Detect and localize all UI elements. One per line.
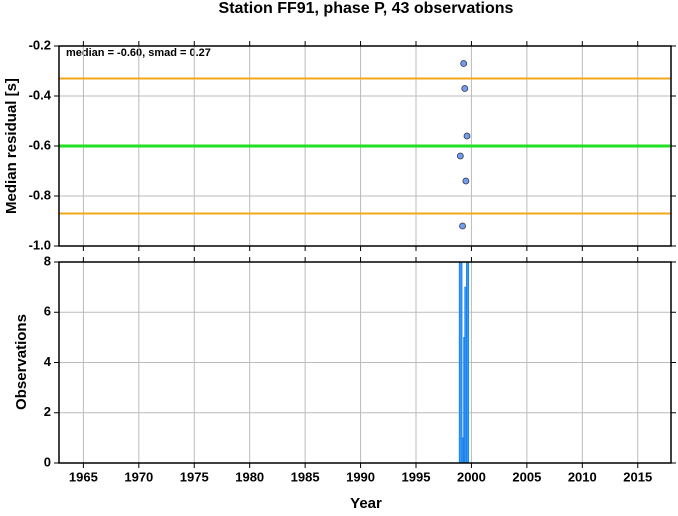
y-tick-label: -0.8 <box>29 187 51 202</box>
y-tick-label: 0 <box>44 454 51 469</box>
x-tick-label: 2005 <box>512 469 541 484</box>
bar <box>458 261 463 464</box>
y-tick-label: 2 <box>44 404 51 419</box>
x-tick-label: 2000 <box>457 469 486 484</box>
x-tick-label: 1975 <box>180 469 209 484</box>
x-tick-label: 1965 <box>69 469 98 484</box>
y-axis-label: Median residual [s] <box>3 78 20 214</box>
y-tick-label: -1.0 <box>29 237 51 252</box>
x-tick-label: 1990 <box>346 469 375 484</box>
data-point <box>463 132 471 140</box>
bar <box>466 261 470 464</box>
y-tick-label: -0.2 <box>29 37 51 52</box>
plot-frame <box>58 261 672 464</box>
plot-frame <box>58 45 672 247</box>
chart-title: Station FF91, phase P, 43 observations <box>219 0 514 17</box>
y-tick-label: -0.6 <box>29 137 51 152</box>
x-tick-label: 1970 <box>124 469 153 484</box>
y-tick-label: 4 <box>44 354 52 369</box>
data-point <box>461 85 469 92</box>
y-tick-label: 8 <box>44 253 51 268</box>
data-point <box>456 152 464 160</box>
x-tick-label: 1995 <box>402 469 431 484</box>
y-tick-label: 6 <box>44 304 51 319</box>
x-tick-label: 2010 <box>568 469 597 484</box>
x-axis-label: Year <box>350 495 382 511</box>
data-point <box>459 222 466 230</box>
x-tick-label: 1980 <box>235 469 264 484</box>
data-point <box>462 177 470 185</box>
x-tick-label: 2015 <box>623 469 652 484</box>
x-tick-label: 1985 <box>291 469 320 484</box>
y-axis-label: Observations <box>13 314 30 410</box>
y-tick-label: -0.4 <box>29 87 52 102</box>
data-point <box>460 60 468 67</box>
